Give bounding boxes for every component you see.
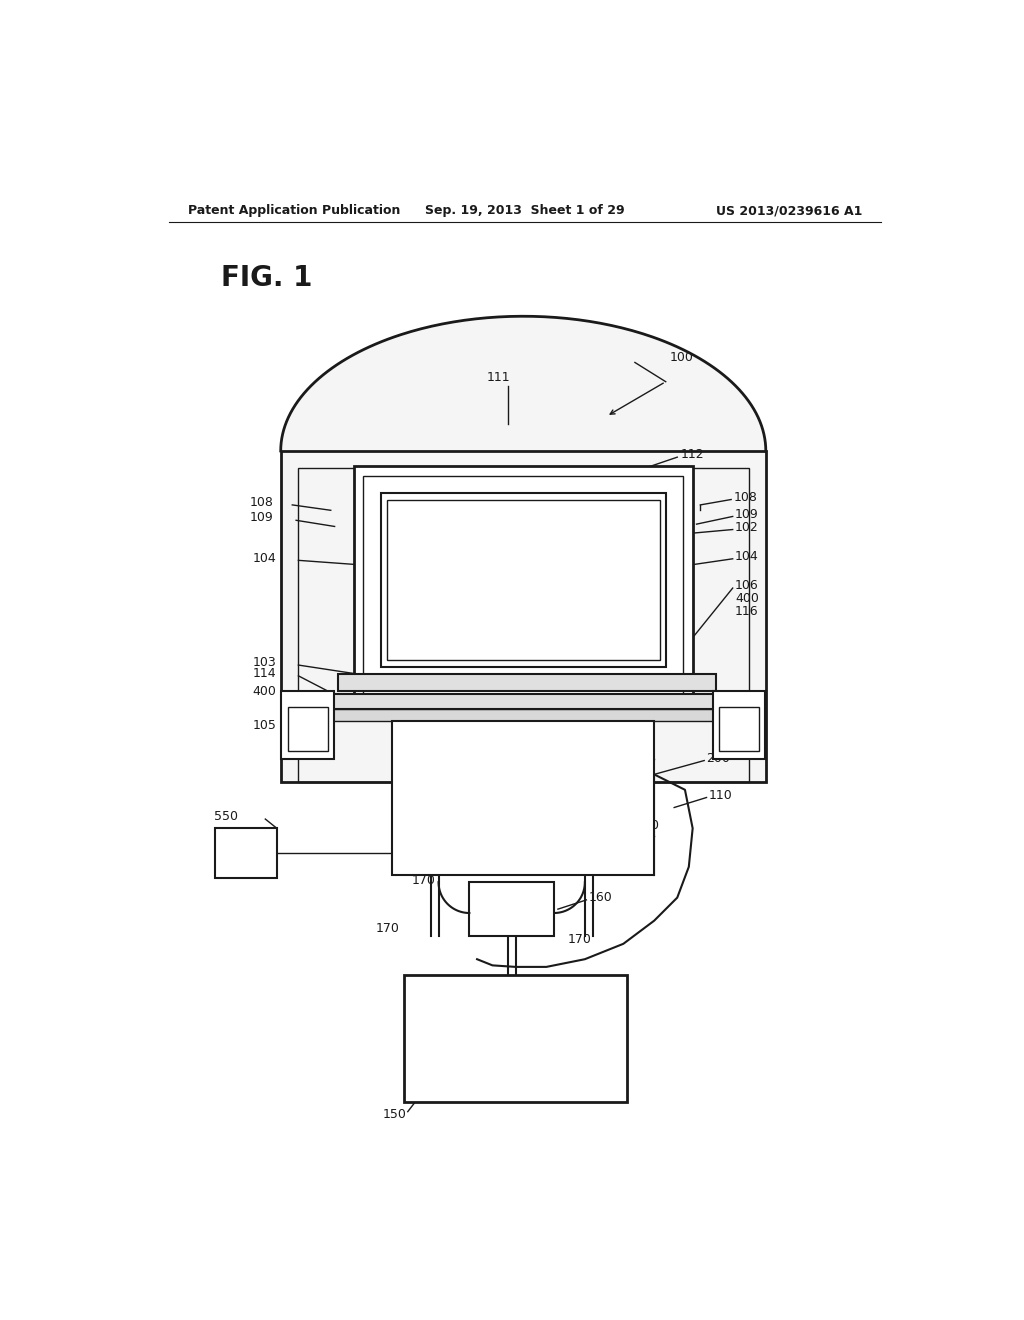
Text: 113: 113 xyxy=(427,594,451,607)
Text: 103: 103 xyxy=(252,656,276,669)
Text: 104: 104 xyxy=(252,552,276,565)
Text: US 2013/0239616 A1: US 2013/0239616 A1 xyxy=(716,205,862,218)
Text: 112: 112 xyxy=(680,449,703,462)
Text: 109: 109 xyxy=(735,508,759,520)
Bar xyxy=(381,494,666,667)
Bar xyxy=(469,882,554,936)
Polygon shape xyxy=(281,317,766,451)
Bar xyxy=(364,475,683,696)
Bar xyxy=(354,466,692,705)
Text: 160: 160 xyxy=(589,891,612,904)
Text: 108: 108 xyxy=(250,496,273,510)
Text: Patent Application Publication: Patent Application Publication xyxy=(188,205,400,218)
Text: 170: 170 xyxy=(376,921,399,935)
Text: 400: 400 xyxy=(252,685,276,698)
Text: 150: 150 xyxy=(383,1109,407,1121)
Text: 400: 400 xyxy=(735,593,759,606)
Text: 170: 170 xyxy=(412,874,435,887)
Bar xyxy=(215,829,276,878)
Text: 170: 170 xyxy=(568,933,592,946)
Text: 104: 104 xyxy=(735,550,759,564)
Bar xyxy=(288,706,328,751)
Bar xyxy=(403,974,628,1102)
Bar xyxy=(281,451,766,781)
Text: 550: 550 xyxy=(214,810,238,824)
Text: 108: 108 xyxy=(733,491,758,504)
Text: 200: 200 xyxy=(707,752,730,766)
Bar xyxy=(333,709,721,721)
Text: 102: 102 xyxy=(735,520,759,533)
Text: 114: 114 xyxy=(252,667,275,680)
Bar xyxy=(298,469,749,781)
Text: 100: 100 xyxy=(670,351,693,363)
Bar xyxy=(282,692,334,759)
Bar xyxy=(713,692,765,759)
Text: 116: 116 xyxy=(735,605,759,618)
Text: 109: 109 xyxy=(250,511,273,524)
Text: 111: 111 xyxy=(486,371,510,384)
Text: FIG. 1: FIG. 1 xyxy=(221,264,312,292)
Bar xyxy=(719,706,759,751)
Bar xyxy=(339,675,716,692)
Bar xyxy=(322,693,733,709)
Text: 105: 105 xyxy=(252,719,276,733)
Text: Sep. 19, 2013  Sheet 1 of 29: Sep. 19, 2013 Sheet 1 of 29 xyxy=(425,205,625,218)
Bar xyxy=(392,721,654,874)
Text: 106: 106 xyxy=(735,579,759,593)
Text: 500: 500 xyxy=(635,818,658,832)
Bar xyxy=(387,499,659,660)
Text: 110: 110 xyxy=(709,789,732,803)
